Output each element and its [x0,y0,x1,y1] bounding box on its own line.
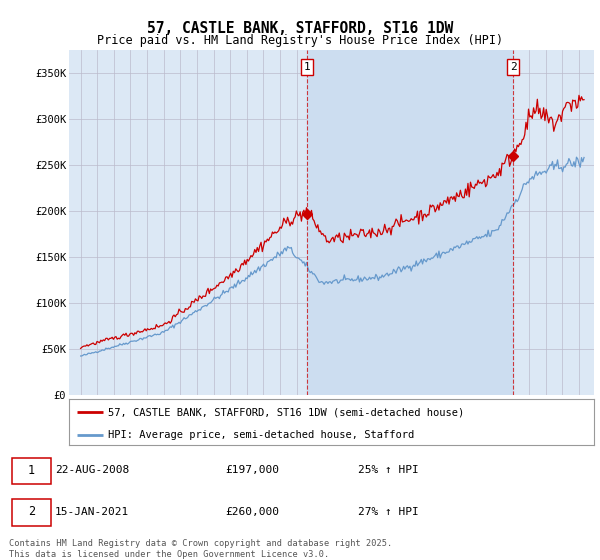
Text: 1: 1 [304,62,311,72]
Text: £197,000: £197,000 [225,465,279,475]
FancyBboxPatch shape [12,499,51,526]
Text: Contains HM Land Registry data © Crown copyright and database right 2025.
This d: Contains HM Land Registry data © Crown c… [9,539,392,559]
FancyBboxPatch shape [12,458,51,484]
Text: HPI: Average price, semi-detached house, Stafford: HPI: Average price, semi-detached house,… [109,430,415,440]
Text: £260,000: £260,000 [225,507,279,516]
Text: 57, CASTLE BANK, STAFFORD, ST16 1DW (semi-detached house): 57, CASTLE BANK, STAFFORD, ST16 1DW (sem… [109,407,464,417]
Text: 1: 1 [28,464,35,477]
Text: 22-AUG-2008: 22-AUG-2008 [55,465,130,475]
Text: 57, CASTLE BANK, STAFFORD, ST16 1DW: 57, CASTLE BANK, STAFFORD, ST16 1DW [147,21,453,36]
Text: Price paid vs. HM Land Registry's House Price Index (HPI): Price paid vs. HM Land Registry's House … [97,34,503,46]
Text: 27% ↑ HPI: 27% ↑ HPI [358,507,418,516]
Text: 25% ↑ HPI: 25% ↑ HPI [358,465,418,475]
Text: 2: 2 [510,62,517,72]
Text: 15-JAN-2021: 15-JAN-2021 [55,507,130,516]
Text: 2: 2 [28,505,35,518]
Bar [307,50,513,395]
